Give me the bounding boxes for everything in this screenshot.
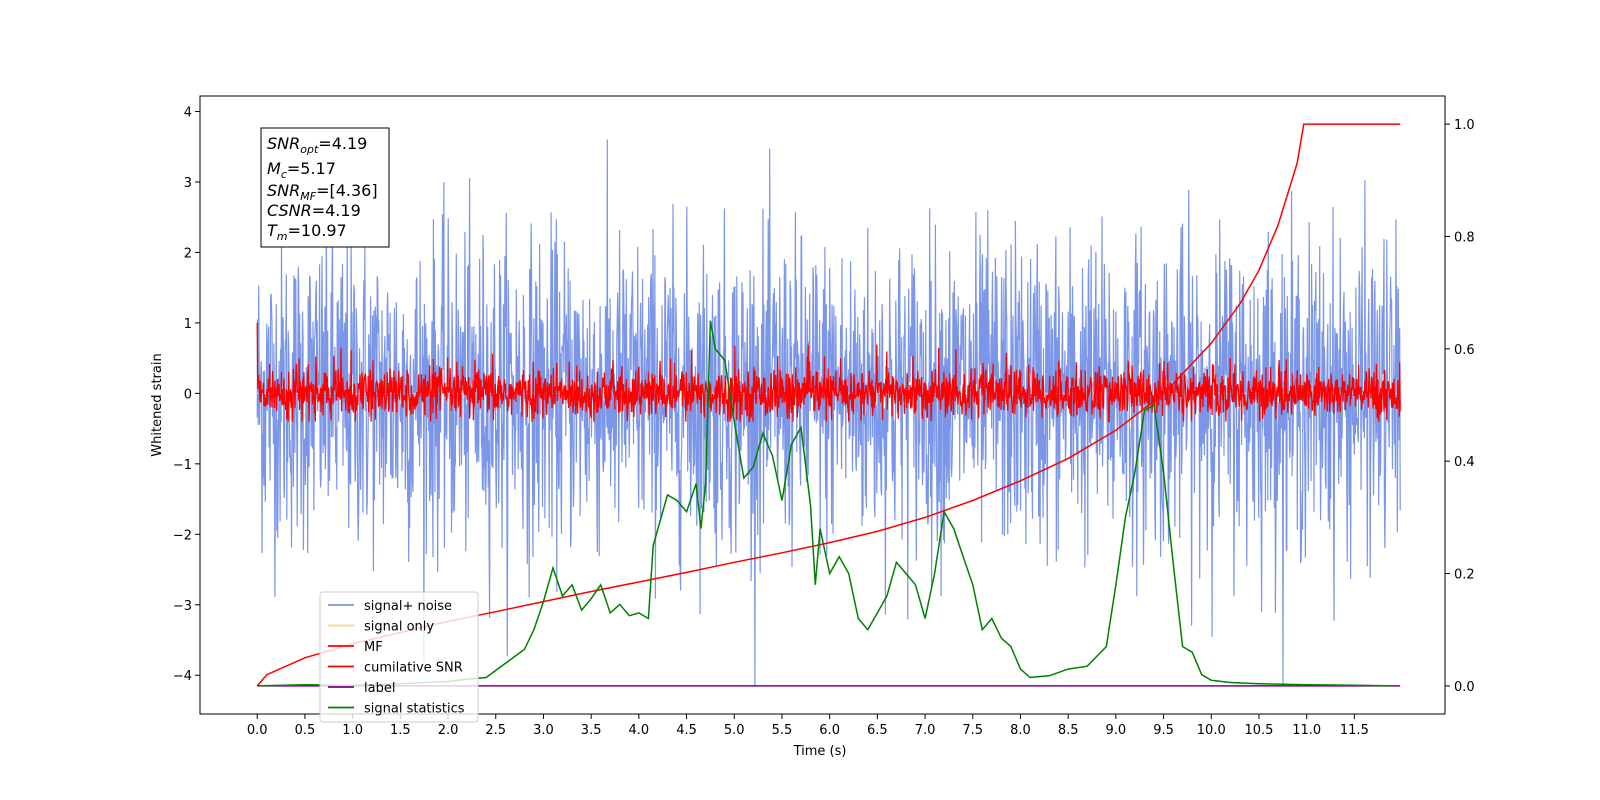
x-tick-label: 7.5 — [962, 723, 983, 738]
x-tick-label: 0.5 — [295, 723, 316, 738]
x-tick-label: 2.0 — [438, 723, 459, 738]
x-tick-label: 3.5 — [581, 723, 602, 738]
y2-tick-label: 1.0 — [1454, 118, 1475, 133]
y2-tick-label: 0.2 — [1454, 568, 1475, 583]
series-mf-line — [256, 322, 1401, 423]
stats-annotation-box: SNRopt=4.19 Mc=5.17 SNRMF=[4.36] CSNR=4.… — [260, 127, 390, 248]
legend-entry-label: signal statistics — [364, 702, 465, 717]
y-tick-label: 3 — [184, 176, 192, 191]
y2-axis: 1.0 0.8 0.6 0.4 0.2 0.0 — [1445, 118, 1475, 695]
x-tick-label: 4.5 — [676, 723, 697, 738]
y-axis: 4 3 2 1 0 −1 −2 −3 −4 — [173, 106, 200, 684]
x-tick-label: 10.5 — [1244, 723, 1273, 738]
x-tick-label: 11.5 — [1340, 723, 1369, 738]
legend-entry-label: label — [364, 681, 395, 696]
y-tick-label: 2 — [184, 246, 192, 261]
y-tick-label: −1 — [173, 458, 192, 473]
csnr-text: CSNR=4.19 — [267, 201, 361, 220]
series-signal-noise-line — [256, 139, 1401, 686]
y2-tick-label: 0.4 — [1454, 455, 1475, 470]
y-tick-label: 0 — [184, 387, 192, 402]
y-tick-label: −4 — [173, 669, 192, 684]
mc-text: Mc=5.17 — [267, 159, 336, 181]
plot-frame — [199, 95, 1446, 715]
legend-entry-label: MF — [364, 640, 383, 655]
x-tick-label: 7.0 — [915, 723, 936, 738]
legend-entry-label: cumilative SNR — [364, 661, 463, 676]
y-tick-label: −2 — [173, 528, 192, 543]
snr-opt-text: SNRopt=4.19 — [267, 134, 367, 156]
y-tick-label: 1 — [184, 317, 192, 332]
y-tick-label: −3 — [173, 599, 192, 614]
x-tick-label: 3.0 — [533, 723, 554, 738]
legend-frame — [319, 591, 479, 723]
x-tick-label: 9.5 — [1153, 723, 1174, 738]
x-tick-label: 6.5 — [867, 723, 888, 738]
x-tick-label: 4.0 — [629, 723, 650, 738]
y-tick-label: 4 — [184, 106, 192, 121]
y-axis-label: Whitened strain — [150, 353, 165, 456]
x-tick-label: 5.5 — [772, 723, 793, 738]
tm-text: Tm=10.97 — [267, 221, 347, 243]
x-axis-label: Time (s) — [793, 744, 847, 759]
x-tick-label: 5.0 — [724, 723, 745, 738]
x-tick-label: 2.5 — [485, 723, 506, 738]
x-tick-label: 10.0 — [1197, 723, 1226, 738]
legend: signal+ noise signal only MF cumilative SNR… — [319, 591, 479, 723]
series-signal-statistics-line — [257, 320, 1393, 687]
snr-mf-text: SNRMF=[4.36] — [267, 181, 378, 203]
y2-tick-label: 0.0 — [1454, 680, 1475, 695]
x-tick-label: 6.0 — [819, 723, 840, 738]
legend-entry-label: signal only — [364, 620, 434, 635]
y2-tick-label: 0.6 — [1454, 343, 1475, 358]
x-tick-label: 0.0 — [247, 723, 268, 738]
x-tick-label: 8.5 — [1058, 723, 1079, 738]
x-tick-label: 11.0 — [1292, 723, 1321, 738]
legend-entry-label: signal+ noise — [364, 599, 452, 614]
x-axis: 0.0 0.5 1.0 1.5 2.0 2.5 3.0 3.5 4.0 4.5 5.0 5.5 6.0 6… — [247, 714, 1369, 738]
y2-tick-label: 0.8 — [1454, 230, 1475, 245]
x-tick-label: 1.5 — [390, 723, 411, 738]
x-tick-label: 9.0 — [1106, 723, 1127, 738]
x-tick-label: 1.0 — [342, 723, 363, 738]
x-tick-label: 8.0 — [1010, 723, 1031, 738]
